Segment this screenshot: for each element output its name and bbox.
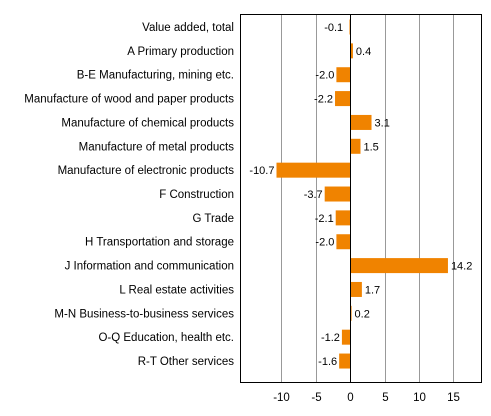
x-tick-label: 5 <box>382 392 388 404</box>
value-label: 0.4 <box>356 46 371 58</box>
x-tick-labels: -10 -5 0 5 10 15 <box>273 392 460 404</box>
bar <box>349 19 351 35</box>
value-label: 1.7 <box>365 284 380 296</box>
value-label: 14.2 <box>451 261 472 273</box>
category-label: Manufacture of electronic products <box>58 165 235 177</box>
bar <box>336 67 351 83</box>
gridlines <box>281 14 454 382</box>
value-label: -2.0 <box>315 237 334 249</box>
x-tick-label: 10 <box>413 392 426 404</box>
bar <box>350 43 353 59</box>
category-label: Manufacture of wood and paper products <box>24 94 234 106</box>
bar <box>336 234 351 250</box>
category-label: B-E Manufacturing, mining etc. <box>77 70 234 82</box>
value-label: -3.7 <box>304 189 323 201</box>
category-label: L Real estate activities <box>119 284 234 296</box>
value-label: 3.1 <box>375 117 390 129</box>
bar <box>350 114 372 130</box>
category-label: Manufacture of chemical products <box>61 117 234 129</box>
bar <box>335 210 351 226</box>
bar <box>276 162 351 178</box>
value-label: -0.1 <box>324 22 343 34</box>
bar <box>350 258 448 274</box>
x-tick-label: -5 <box>311 392 321 404</box>
value-label: -10.7 <box>249 165 274 177</box>
x-tick-label: -10 <box>273 392 290 404</box>
value-labels: -0.1 0.4 -2.0 -2.2 3.1 1.5 -10.7 -3.7 -2.1 -2.0 14… <box>249 22 472 368</box>
value-label: -2.1 <box>315 213 334 225</box>
value-label: 1.5 <box>364 141 379 153</box>
category-label: J Information and communication <box>65 261 234 273</box>
category-label: R-T Other services <box>138 356 235 368</box>
category-label: F Construction <box>159 189 234 201</box>
category-label: H Transportation and storage <box>85 237 234 249</box>
bar <box>350 281 362 297</box>
plot-frame <box>240 14 482 383</box>
category-label: A Primary production <box>127 46 234 58</box>
bar <box>324 186 351 202</box>
x-tick-label: 0 <box>347 392 353 404</box>
value-label: -1.2 <box>321 332 340 344</box>
value-label: -1.6 <box>318 356 337 368</box>
value-label: 0.2 <box>355 308 370 320</box>
category-label: G Trade <box>192 213 234 225</box>
bar <box>339 353 351 369</box>
bar <box>350 138 361 154</box>
bar <box>341 329 351 345</box>
category-labels: Value added, total A Primary production B-… <box>24 22 234 368</box>
x-tick-label: 15 <box>447 392 460 404</box>
bars <box>276 19 448 369</box>
category-label: O-Q Education, health etc. <box>98 332 234 344</box>
category-label: Value added, total <box>142 22 234 34</box>
category-label: Manufacture of metal products <box>79 141 235 153</box>
bar <box>335 91 351 107</box>
category-label: M-N Business-to-business services <box>54 308 234 320</box>
value-label: -2.2 <box>314 94 333 106</box>
value-label: -2.0 <box>315 70 334 82</box>
